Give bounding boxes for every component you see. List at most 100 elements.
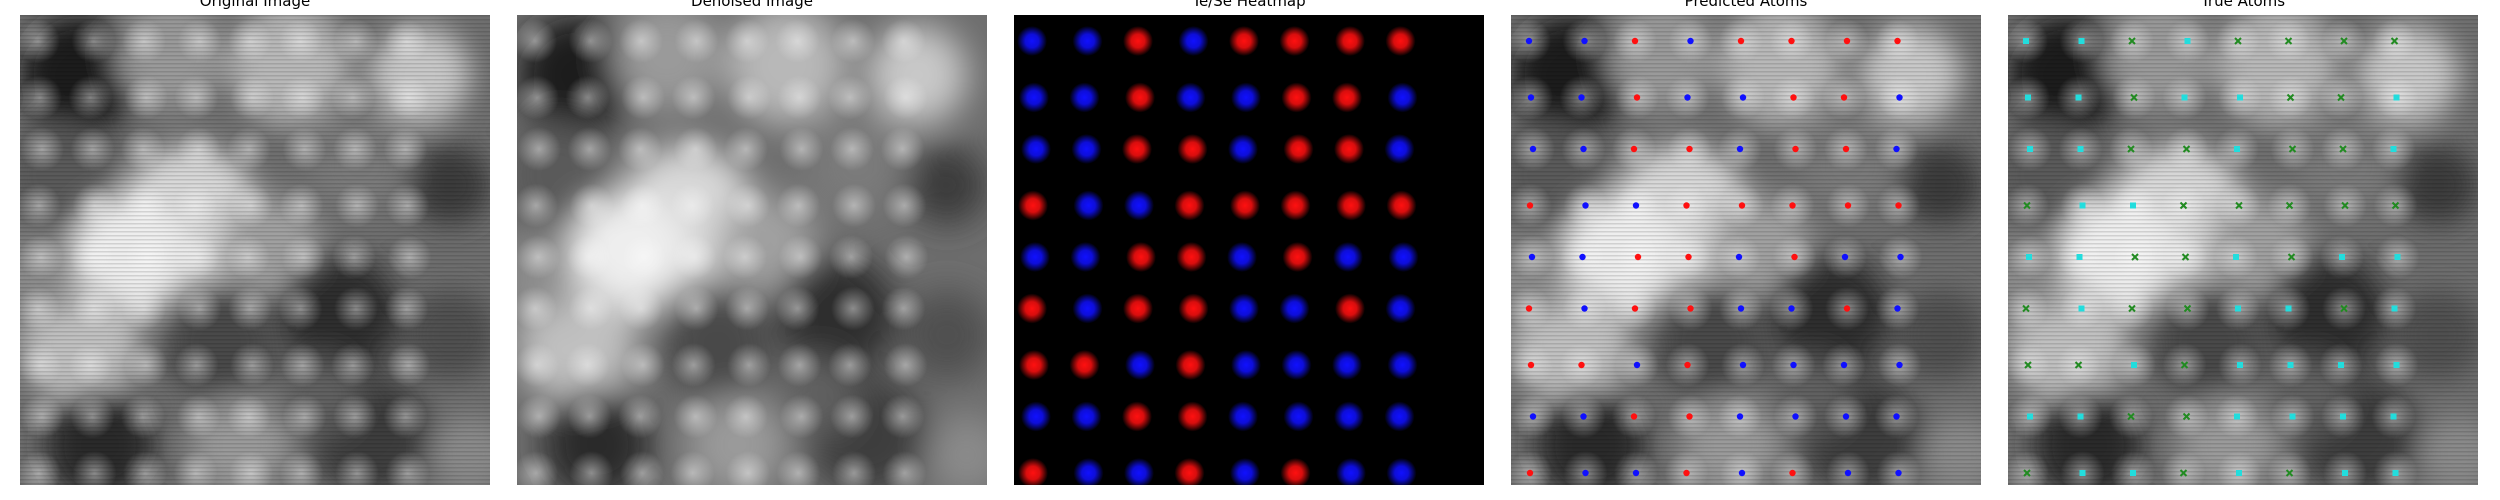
heatmap-spot-se xyxy=(1072,293,1103,324)
predicted-te-atom xyxy=(1685,253,1692,261)
true-te-atom xyxy=(2130,202,2136,209)
heatmap-spot-te xyxy=(1018,190,1048,221)
predicted-se-atom xyxy=(1687,37,1694,45)
true-te-atom xyxy=(2393,362,2400,368)
predicted-se-atom xyxy=(1529,413,1537,420)
true-se-atom xyxy=(2022,304,2030,313)
heatmap-spot-te xyxy=(1178,293,1209,324)
true-se-atom xyxy=(2288,145,2297,153)
heatmap-spot-te xyxy=(1283,134,1314,164)
true-te-atom xyxy=(2233,254,2239,260)
predicted-se-atom xyxy=(1842,413,1850,420)
heatmap-spot-te xyxy=(1281,82,1312,113)
heatmap-spot-se xyxy=(1017,26,1047,56)
predicted-te-atom xyxy=(1526,469,1534,477)
true-se-atom xyxy=(2023,201,2031,210)
predicted-te-atom xyxy=(1844,202,1852,209)
true-se-atom xyxy=(2179,469,2188,477)
predicted-te-atom xyxy=(1842,145,1850,153)
predicted-se-atom xyxy=(1633,361,1641,369)
true-se-atom xyxy=(2285,469,2294,477)
true-se-atom xyxy=(2023,469,2031,477)
true-te-atom xyxy=(2027,146,2033,152)
predicted-se-atom xyxy=(1525,37,1533,45)
denoised-image xyxy=(517,15,987,485)
heatmap-spot-te xyxy=(1019,350,1049,380)
true-te-atom xyxy=(2181,94,2188,101)
predicted-te-atom xyxy=(1686,413,1693,420)
predicted-se-atom xyxy=(1580,145,1587,153)
true-te-atom xyxy=(2338,362,2344,368)
heatmap-spot-te xyxy=(1017,293,1047,324)
predicted-se-atom xyxy=(1738,469,1746,477)
predicted-se-atom xyxy=(1632,202,1640,209)
true-te-atom xyxy=(2023,38,2029,44)
heatmap-spot-se xyxy=(1332,350,1362,380)
heatmap-spot-se xyxy=(1071,401,1102,432)
heatmap-spot-se xyxy=(1124,458,1154,485)
predicted-se-atom xyxy=(1792,413,1799,420)
predicted-se-atom xyxy=(1578,94,1585,101)
predicted-se-atom xyxy=(1735,253,1743,261)
heatmap-spot-se xyxy=(1124,190,1154,221)
predicted-te-atom xyxy=(1792,145,1799,153)
panel-title-true: True Atoms xyxy=(2200,0,2286,10)
heatmap-spot-se xyxy=(1281,350,1312,380)
true-te-atom xyxy=(2237,362,2243,368)
heatmap-spot-te xyxy=(1334,134,1364,164)
predicted-te-atom xyxy=(1687,305,1694,312)
predicted-te-atom xyxy=(1790,94,1797,101)
true-se-atom xyxy=(2339,145,2347,153)
heatmap-spot-te xyxy=(1229,26,1259,56)
predicted-te-atom xyxy=(1683,202,1690,209)
predicted-te-atom xyxy=(1840,94,1848,101)
heatmap-spot-se xyxy=(1229,293,1259,324)
denoised-image-panel xyxy=(517,15,987,485)
heatmap-spot-se xyxy=(1387,82,1418,113)
heatmap-spot-se xyxy=(1070,242,1101,272)
true-se-atom xyxy=(2024,361,2032,369)
true-te-atom xyxy=(2285,305,2292,312)
predicted-te-atom xyxy=(1738,202,1746,209)
panel-title-denoised: Denoised Image xyxy=(691,0,813,10)
predicted-se-atom xyxy=(1844,469,1852,477)
predicted-te-atom xyxy=(1789,202,1796,209)
predicted-te-atom xyxy=(1527,361,1535,369)
heatmap-spot-se xyxy=(1021,134,1051,164)
heatmap-spot-se xyxy=(1069,82,1100,113)
true-te-atom xyxy=(2339,254,2345,260)
true-se-atom xyxy=(2234,37,2242,45)
true-te-atom xyxy=(2078,38,2085,44)
predicted-se-atom xyxy=(1788,305,1795,312)
predicted-se-atom xyxy=(1580,413,1587,420)
predicted-se-atom xyxy=(1582,469,1589,477)
heatmap-spot-te xyxy=(1385,26,1416,56)
heatmap-spot-se xyxy=(1384,401,1415,432)
true-te-atom xyxy=(2340,413,2346,420)
heatmap-spot-se xyxy=(1231,82,1261,113)
heatmap-spot-se xyxy=(1334,401,1364,432)
predicted-se-atom xyxy=(1893,413,1900,420)
heatmap-spot-te xyxy=(1069,350,1100,380)
heatmap-spot-se xyxy=(1072,26,1103,56)
panel-title-predicted: Predicted Atoms xyxy=(1684,0,1808,10)
predicted-te-atom xyxy=(1894,37,1901,45)
true-te-atom xyxy=(2394,254,2401,260)
heatmap-spot-te xyxy=(1332,82,1362,113)
true-te-atom xyxy=(2075,94,2082,101)
true-te-atom xyxy=(2342,470,2348,476)
true-se-atom xyxy=(2286,93,2295,102)
true-se-atom xyxy=(2235,201,2243,210)
true-te-atom xyxy=(2391,305,2398,312)
true-se-atom xyxy=(2287,253,2296,261)
heatmap-spot-te xyxy=(1335,293,1365,324)
true-te-atom xyxy=(2027,413,2033,420)
true-te-atom xyxy=(2237,94,2243,101)
true-te-atom xyxy=(2234,413,2240,420)
te-se-heatmap xyxy=(1014,15,1484,485)
predicted-te-atom xyxy=(1631,305,1639,312)
heatmap-spot-se xyxy=(1231,350,1261,380)
heatmap-spot-te xyxy=(1174,190,1205,221)
predicted-se-atom xyxy=(1684,94,1691,101)
true-atoms-image xyxy=(2008,15,2478,485)
